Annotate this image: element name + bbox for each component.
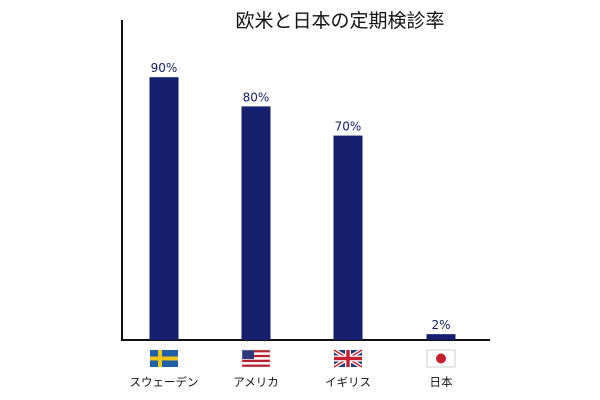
chart-title: 欧米と日本の定期検診率 [235, 10, 445, 32]
flag-border [241, 349, 271, 368]
usa-flag-icon [241, 349, 271, 368]
flag-stripe [242, 362, 270, 365]
flag-cross-red-h [334, 356, 362, 361]
bar-value-label: 80% [243, 90, 270, 104]
flag-cross-horizontal [150, 356, 178, 361]
flag-canton [242, 350, 254, 359]
bar-value-label: 2% [431, 318, 450, 332]
bar [149, 77, 179, 340]
flag-sun [436, 353, 446, 364]
flag-stripe [242, 364, 270, 367]
flag-stripe [242, 350, 270, 353]
flag-stripe [242, 359, 270, 363]
category-label: 日本 [430, 375, 453, 389]
value-labels-group: 90% 80% 70% 2% [151, 61, 451, 332]
uk-flag-icon [332, 348, 364, 369]
category-label: イギリス [325, 375, 371, 389]
category-label: スウェーデン [130, 375, 199, 389]
bar [241, 106, 271, 341]
sweden-flag-icon [150, 350, 178, 367]
bar-value-label: 90% [151, 61, 178, 75]
category-label: アメリカ [233, 375, 278, 389]
japan-flag-icon [426, 349, 456, 368]
flag-stripe [242, 352, 270, 355]
flag-stripe [242, 354, 270, 358]
flag-stripe [242, 357, 270, 360]
bar [333, 135, 363, 340]
category-group: スウェーデン アメリカ イギリス 日本 [130, 348, 456, 389]
bars-group [149, 77, 456, 341]
bar-value-label: 70% [335, 120, 362, 134]
bar [426, 334, 456, 340]
